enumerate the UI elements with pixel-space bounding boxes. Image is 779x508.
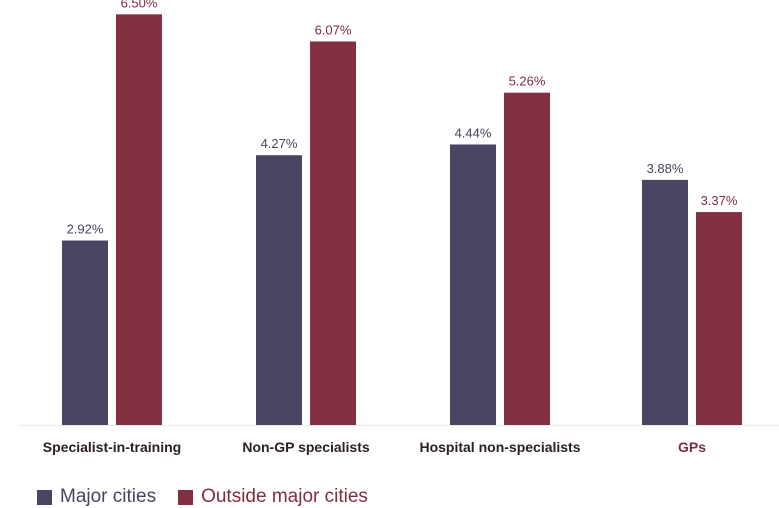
bar-outside-major-cities-1 [310,41,356,426]
data-label-major-cities-0: 2.92% [67,222,104,237]
data-label-outside-major-cities-3: 3.37% [701,193,738,208]
legend-swatch-outside-major-cities [178,489,194,505]
legend: Major cities Outside major cities [37,486,390,508]
data-label-outside-major-cities-2: 5.26% [509,74,546,89]
bar-outside-major-cities-3 [696,212,742,425]
x-tick-label-2: Hospital non-specialists [419,439,580,455]
legend-item-major-cities: Major cities [37,486,156,508]
bar-major-cities-3 [642,179,688,425]
data-label-outside-major-cities-1: 6.07% [315,22,352,37]
bar-major-cities-1 [256,155,302,426]
data-label-outside-major-cities-0: 6.50% [121,0,158,10]
bar-major-cities-2 [450,144,496,426]
x-tick-label-0: Specialist-in-training [43,439,181,455]
legend-swatch-major-cities [37,489,52,505]
bar-major-cities-0 [62,240,108,425]
bar-outside-major-cities-0 [116,14,162,426]
legend-item-outside-major-cities: Outside major cities [178,486,368,508]
x-tick-label-1: Non-GP specialists [242,439,370,455]
data-label-major-cities-2: 4.44% [455,125,492,140]
data-label-major-cities-3: 3.88% [647,161,684,176]
legend-label-major-cities: Major cities [60,486,157,507]
legend-label-outside-major-cities: Outside major cities [201,486,368,507]
data-label-major-cities-1: 4.27% [261,136,298,151]
bar-outside-major-cities-2 [504,92,550,425]
x-tick-label-3: GPs [678,439,706,455]
